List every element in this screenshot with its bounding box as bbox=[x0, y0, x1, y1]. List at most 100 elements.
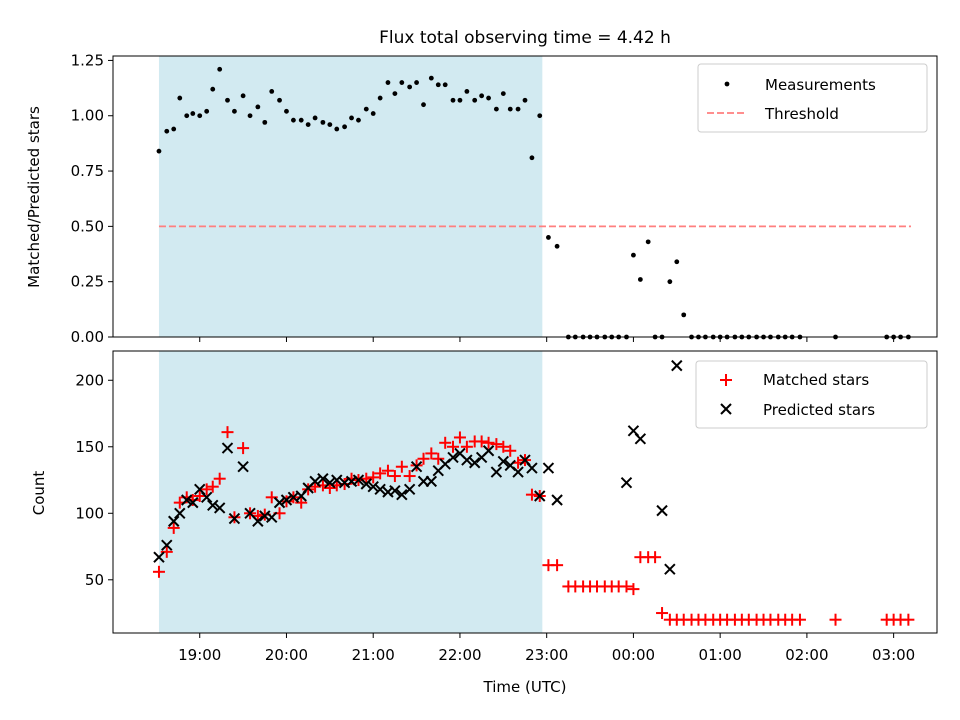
measurement-point bbox=[515, 106, 521, 112]
predicted-star-point bbox=[512, 466, 524, 478]
top-legend-box bbox=[697, 63, 928, 133]
measurement-point bbox=[667, 279, 673, 285]
measurement-point bbox=[184, 113, 190, 119]
bottom-shaded-span bbox=[158, 351, 543, 633]
measurement-point bbox=[377, 95, 383, 101]
matched-star-point bbox=[829, 613, 842, 626]
bottom-x-ticks: 19:00 20:00 21:00 22:00 23:00 00:00 01:00 02:00… bbox=[178, 633, 915, 664]
measurement-point bbox=[631, 252, 636, 258]
predicted-stars-points bbox=[153, 359, 683, 575]
matched-star-point bbox=[453, 431, 466, 444]
bottom-legend: Matched stars Predicted stars bbox=[695, 360, 928, 429]
measurement-point bbox=[247, 113, 253, 119]
matched-star-point bbox=[447, 440, 460, 453]
matched-star-point bbox=[439, 436, 452, 449]
predicted-star-point bbox=[526, 462, 538, 474]
matched-star-point bbox=[221, 426, 234, 439]
predicted-star-point bbox=[374, 483, 386, 496]
measurement-point bbox=[197, 113, 203, 119]
bottom-x-tick-label: 20:00 bbox=[265, 646, 308, 664]
matched-star-point bbox=[374, 467, 387, 480]
matched-star-point bbox=[367, 471, 380, 484]
measurement-point bbox=[442, 82, 448, 88]
matched-star-point bbox=[193, 489, 206, 502]
bottom-y-tick-label: 150 bbox=[75, 438, 104, 456]
predicted-star-point bbox=[482, 445, 495, 457]
predicted-star-point bbox=[664, 563, 676, 575]
matched-star-point bbox=[475, 435, 488, 448]
bottom-legend-box bbox=[695, 360, 928, 429]
measurement-point bbox=[637, 277, 643, 282]
measurement-point bbox=[240, 93, 246, 99]
matched-star-point bbox=[417, 452, 430, 465]
top-y-tick-label: 0.25 bbox=[71, 273, 104, 291]
matched-star-point bbox=[482, 436, 495, 449]
top-y-tick-label: 1.25 bbox=[71, 51, 104, 69]
measurement-point bbox=[342, 124, 347, 130]
predicted-star-point bbox=[228, 512, 241, 525]
measurement-point bbox=[392, 91, 398, 97]
predicted-star-point bbox=[396, 488, 408, 501]
measurement-point bbox=[177, 95, 183, 101]
bottom-x-tick-label: 23:00 bbox=[525, 646, 568, 664]
matched-star-point bbox=[395, 460, 408, 473]
bottom-y-tick-label: 200 bbox=[75, 371, 104, 389]
matched-star-point bbox=[200, 483, 213, 496]
measurement-point bbox=[225, 97, 230, 103]
predicted-star-point bbox=[309, 475, 321, 488]
measurement-point bbox=[255, 104, 261, 110]
top-y-tick-label: 0.00 bbox=[71, 328, 104, 346]
measurement-point bbox=[284, 108, 289, 114]
predicted-star-point bbox=[237, 461, 249, 473]
measurement-point bbox=[507, 106, 513, 112]
top-legend: Measurements Threshold bbox=[697, 63, 928, 133]
measurement-point bbox=[479, 93, 485, 99]
matched-star-point bbox=[793, 613, 806, 626]
matched-star-point bbox=[206, 480, 219, 493]
bottom-x-tick-label: 02:00 bbox=[785, 646, 828, 664]
matched-star-point bbox=[902, 613, 915, 626]
bottom-x-tick-label: 22:00 bbox=[438, 646, 481, 664]
bottom-axes-frame bbox=[112, 350, 938, 634]
predicted-star-point bbox=[324, 476, 336, 489]
measurement-point bbox=[457, 97, 463, 103]
matched-star-point bbox=[551, 559, 564, 572]
predicted-star-point bbox=[497, 455, 510, 468]
measurement-point bbox=[327, 122, 333, 127]
bottom-x-tick-label: 03:00 bbox=[872, 646, 915, 664]
legend-predicted-marker bbox=[720, 403, 732, 415]
measurement-point bbox=[312, 115, 318, 121]
predicted-star-point bbox=[181, 494, 193, 506]
predicted-star-point bbox=[161, 539, 173, 551]
legend-threshold-label: Threshold bbox=[764, 105, 839, 123]
measurement-point bbox=[269, 89, 275, 94]
top-y-tick-label: 0.75 bbox=[71, 162, 104, 180]
matched-star-point bbox=[649, 551, 662, 564]
chart-title: Flux total observing time = 4.42 h bbox=[379, 28, 671, 48]
measurement-point bbox=[232, 108, 237, 114]
matched-star-point bbox=[490, 438, 503, 451]
measurement-point bbox=[320, 119, 326, 125]
predicted-star-point bbox=[266, 511, 278, 523]
measurement-point bbox=[645, 239, 651, 245]
predicted-star-point bbox=[367, 480, 379, 493]
top-y-ticks: 0.00 0.25 0.50 0.75 1.00 1.25 bbox=[71, 51, 113, 346]
x-axis-label: Time (UTC) bbox=[483, 678, 567, 696]
bottom-y-tick-label: 100 bbox=[75, 504, 104, 522]
bottom-x-tick-label: 19:00 bbox=[178, 646, 221, 664]
predicted-star-point bbox=[207, 499, 219, 512]
measurement-point bbox=[674, 259, 680, 265]
predicted-star-point bbox=[252, 515, 264, 527]
measurement-point bbox=[210, 86, 216, 92]
predicted-star-point bbox=[273, 496, 286, 509]
matched-star-point bbox=[381, 464, 394, 477]
matched-star-point bbox=[656, 607, 669, 620]
predicted-star-point bbox=[317, 472, 329, 485]
matched-star-point bbox=[265, 491, 278, 504]
measurement-point bbox=[349, 115, 354, 121]
measurement-point bbox=[277, 97, 282, 103]
measurement-point bbox=[262, 119, 268, 125]
bottom-y-axis-label: Count bbox=[30, 471, 48, 516]
matched-star-point bbox=[460, 440, 473, 453]
measurement-point bbox=[546, 235, 551, 240]
